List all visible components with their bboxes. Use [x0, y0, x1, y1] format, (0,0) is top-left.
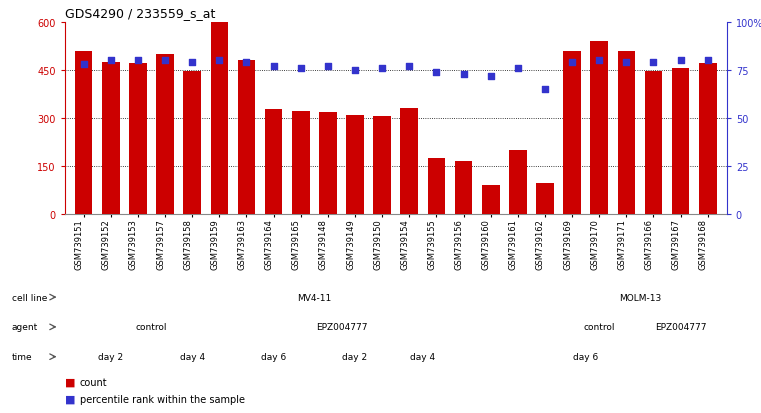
Point [620, 59, 632, 66]
Bar [319, 113, 336, 214]
Bar [374, 117, 391, 214]
Bar [591, 42, 608, 214]
Text: day 2: day 2 [342, 352, 368, 361]
Point [511, 65, 524, 72]
Point [376, 65, 388, 72]
Bar [237, 61, 255, 214]
Bar [455, 161, 473, 214]
Bar [346, 115, 364, 214]
Point [295, 65, 307, 72]
Bar [428, 159, 445, 214]
Text: day 4: day 4 [180, 352, 205, 361]
Text: day 2: day 2 [98, 352, 123, 361]
Text: percentile rank within the sample: percentile rank within the sample [80, 394, 245, 404]
Point [186, 59, 199, 66]
Point [105, 58, 117, 64]
Text: cell line: cell line [11, 293, 47, 302]
Bar [400, 109, 418, 214]
Bar [699, 64, 717, 214]
Bar [75, 52, 93, 214]
Point [430, 69, 442, 76]
Point [240, 59, 253, 66]
Point [159, 58, 171, 64]
Text: control: control [584, 323, 615, 332]
Bar [672, 69, 689, 214]
Text: day 4: day 4 [410, 352, 435, 361]
Point [593, 58, 605, 64]
Point [457, 71, 470, 78]
Text: MOLM-13: MOLM-13 [619, 293, 661, 302]
Text: GDS4290 / 233559_s_at: GDS4290 / 233559_s_at [65, 7, 215, 20]
Text: EPZ004777: EPZ004777 [655, 323, 706, 332]
Bar [482, 185, 499, 214]
Point [648, 59, 660, 66]
Text: time: time [11, 352, 32, 361]
Text: count: count [80, 377, 107, 387]
Point [403, 64, 416, 70]
Text: day 6: day 6 [573, 352, 598, 361]
Point [132, 58, 144, 64]
Point [539, 86, 551, 93]
Point [702, 58, 714, 64]
Bar [102, 63, 119, 214]
Text: EPZ004777: EPZ004777 [316, 323, 368, 332]
Point [566, 59, 578, 66]
Point [213, 58, 225, 64]
Point [78, 62, 90, 68]
Bar [156, 55, 174, 214]
Bar [265, 109, 282, 214]
Point [674, 58, 686, 64]
Bar [563, 52, 581, 214]
Text: day 6: day 6 [261, 352, 286, 361]
Bar [645, 72, 662, 214]
Bar [183, 72, 201, 214]
Bar [129, 64, 147, 214]
Text: agent: agent [11, 323, 38, 332]
Text: ■: ■ [65, 394, 75, 404]
Bar [537, 184, 554, 214]
Bar [617, 52, 635, 214]
Bar [509, 150, 527, 214]
Point [349, 67, 361, 74]
Point [485, 73, 497, 80]
Text: MV4-11: MV4-11 [298, 293, 332, 302]
Bar [211, 23, 228, 214]
Point [268, 64, 280, 70]
Bar [292, 112, 310, 214]
Point [322, 64, 334, 70]
Text: ■: ■ [65, 377, 75, 387]
Text: control: control [135, 323, 167, 332]
